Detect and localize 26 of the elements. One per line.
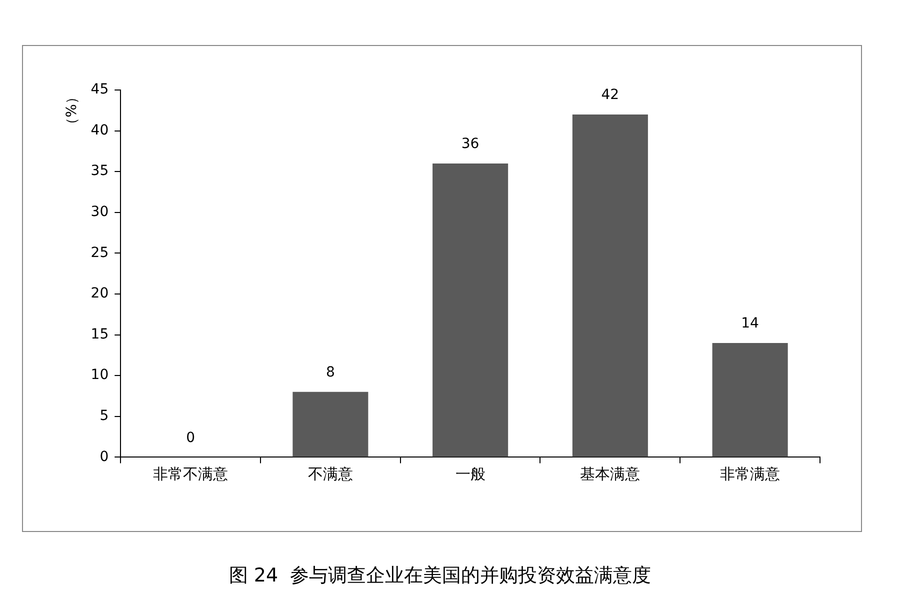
data-label: 0 xyxy=(186,430,196,446)
text: 图 24 参与调查企业在美国的并购投资效益满意度 xyxy=(228,564,652,587)
y-tick-label: 35 xyxy=(90,163,109,180)
x-tick-label: 一般 xyxy=(455,465,486,484)
bar xyxy=(432,163,508,457)
y-tick-label: 10 xyxy=(90,367,109,384)
y-tick-label: 40 xyxy=(90,122,109,138)
bar xyxy=(572,114,648,457)
y-tick-label: 15 xyxy=(90,326,109,342)
x-tick-label: 不满意 xyxy=(308,465,353,484)
y-axis-title: （%） xyxy=(64,90,80,132)
y-tick-label: 25 xyxy=(90,244,109,261)
y-tick-label: 20 xyxy=(90,286,109,302)
bar xyxy=(712,342,788,457)
y-tick-label: 45 xyxy=(90,82,109,98)
y-tick-label: 30 xyxy=(90,204,109,220)
data-label: 14 xyxy=(741,316,760,332)
y-tick-label: 5 xyxy=(100,408,109,424)
x-tick-label: 基本满意 xyxy=(580,465,640,484)
bar xyxy=(292,392,368,457)
x-tick-label: 非常不满意 xyxy=(153,465,228,484)
data-label: 42 xyxy=(601,87,620,104)
data-label: 36 xyxy=(461,136,480,152)
y-tick-label: 0 xyxy=(100,448,109,465)
x-tick-label: 非常满意 xyxy=(720,465,780,484)
data-label: 8 xyxy=(326,364,335,381)
